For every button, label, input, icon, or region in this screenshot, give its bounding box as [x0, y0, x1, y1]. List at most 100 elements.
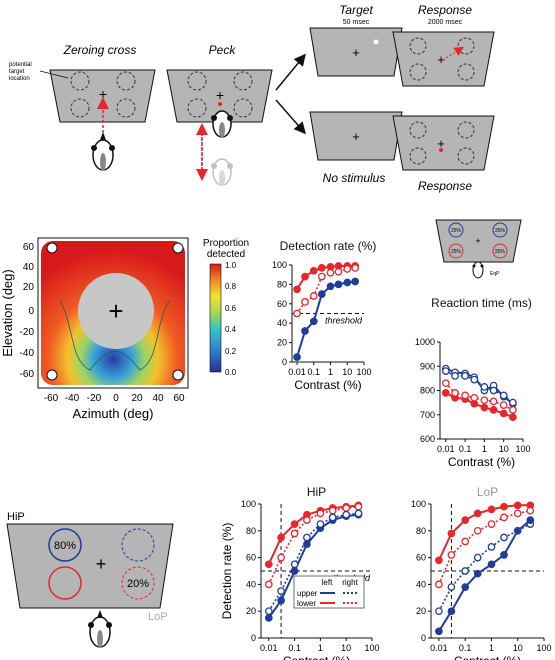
- hip-ur-circle: [121, 528, 155, 562]
- x-axis-label: Contrast (%): [294, 378, 361, 392]
- zeroing-cross-glyph: +: [99, 86, 107, 102]
- y-tick-label: 0: [282, 357, 287, 367]
- data-point: [303, 516, 311, 524]
- chart-detection-rate: Detection rate (%)0.01 0.1 1 10 100Contrast …: [272, 239, 376, 392]
- eqp-ul-circle: [448, 222, 464, 238]
- target-location-lr: [116, 98, 136, 118]
- eqp-lr-label: 25%: [495, 249, 506, 255]
- data-point: [461, 391, 469, 400]
- x-tick-label: 10: [342, 367, 352, 377]
- bird-head-peck-icon: [211, 110, 233, 138]
- y-tick-label: 80: [246, 526, 256, 536]
- eqp-ll-label: 25%: [451, 249, 462, 255]
- peck-point-icon: [218, 102, 222, 106]
- heatmap-contour: [59, 299, 171, 371]
- data-point: [326, 268, 335, 277]
- eqp-ul-label: 25%: [451, 228, 462, 234]
- y-tick-label: 20: [416, 606, 426, 616]
- data-point: [489, 406, 498, 414]
- x-tick-label: 100: [536, 643, 551, 653]
- hip-diagram: HiP 80% 20% + LoP: [6, 511, 174, 648]
- data-point: [334, 280, 343, 289]
- y-tick-label: 60: [416, 553, 426, 563]
- data-point: [499, 391, 508, 400]
- y-tick-label: 20: [277, 338, 287, 348]
- y-tick-label: 0: [421, 633, 426, 643]
- data-point: [354, 509, 363, 518]
- x-tick-label: 10: [499, 444, 509, 454]
- legend-row-lower: lower: [297, 599, 316, 608]
- heatmap-ytick: 0: [28, 306, 34, 317]
- data-point: [487, 543, 496, 551]
- potential-label-3: location: [9, 76, 30, 82]
- data-point: [277, 553, 285, 562]
- data-point: [451, 372, 459, 380]
- hip-ll-circle: [48, 566, 82, 600]
- corner-target-lr: [172, 369, 184, 381]
- data-point: [277, 587, 285, 595]
- series-line: [268, 512, 359, 612]
- colorbar-tick: 0.6: [225, 304, 237, 313]
- response-label-top: Response: [418, 3, 472, 17]
- heatmap-ytick: 20: [23, 282, 35, 293]
- peck-label: Peck: [209, 43, 237, 57]
- hip-lr-circle: [121, 566, 155, 600]
- data-point: [500, 533, 508, 542]
- peck-target-ur: [233, 71, 253, 91]
- target-screen: [309, 27, 403, 77]
- data-point: [293, 285, 301, 294]
- data-point: [435, 627, 443, 636]
- x-tick-label: 0.01: [260, 643, 278, 653]
- data-point: [290, 520, 299, 528]
- bird-head-ghost-icon: [211, 158, 233, 186]
- data-point: [343, 278, 352, 287]
- heatmap-xtick: -60: [44, 393, 59, 404]
- data-point: [301, 272, 309, 281]
- fixation-occluder: [78, 273, 154, 349]
- x-tick-label: 100: [364, 643, 379, 653]
- y-tick-label: 60: [277, 299, 287, 309]
- hip-ul-circle: [48, 528, 82, 562]
- data-point: [499, 409, 508, 418]
- colorbar-tick: 1.0: [225, 261, 237, 270]
- resp-top-ul: [409, 37, 427, 55]
- y-tick-label: 0: [251, 633, 256, 643]
- data-point: [473, 526, 482, 535]
- data-point: [509, 398, 517, 407]
- hip-ul-prob: 80%: [54, 540, 76, 552]
- eqp-screen: [435, 219, 522, 263]
- data-point: [461, 567, 470, 575]
- y-tick-label: 100: [241, 499, 256, 509]
- y-tick-label: 900: [420, 361, 435, 371]
- data-point: [435, 607, 443, 616]
- colorbar-title-1: Proportion: [203, 238, 249, 249]
- x-axis-label: Contrast (%): [448, 455, 515, 469]
- data-point: [316, 509, 325, 518]
- heatmap-xtick: -40: [65, 393, 80, 404]
- data-point: [480, 383, 489, 391]
- data-point: [489, 386, 498, 395]
- response-label-bottom: Response: [418, 179, 472, 193]
- data-point: [447, 607, 456, 616]
- chart-title: Detection rate (%): [280, 239, 377, 253]
- data-point: [303, 533, 311, 542]
- y-tick-label: 80: [416, 526, 426, 536]
- chart-title: LoP: [477, 485, 498, 499]
- heatmap-xlabel: Azimuth (deg): [73, 406, 154, 421]
- x-tick-label: 1: [318, 643, 323, 653]
- potential-label-1: potential: [9, 62, 32, 68]
- potential-label-2: target: [9, 69, 25, 75]
- data-point: [309, 292, 318, 300]
- x-tick-label: 100: [356, 367, 371, 377]
- data-point: [513, 501, 522, 510]
- data-point: [351, 264, 360, 272]
- data-point: [447, 529, 456, 538]
- series-line: [438, 523, 531, 612]
- data-point: [264, 580, 273, 589]
- chart-title: Reaction time (ms): [431, 296, 532, 310]
- peck-cross-glyph: +: [216, 87, 224, 103]
- eqp-ur-label: 25%: [495, 228, 506, 234]
- data-point: [264, 560, 273, 569]
- resp-bot-ll: [409, 147, 427, 165]
- heatmap-xtick: 60: [173, 393, 185, 404]
